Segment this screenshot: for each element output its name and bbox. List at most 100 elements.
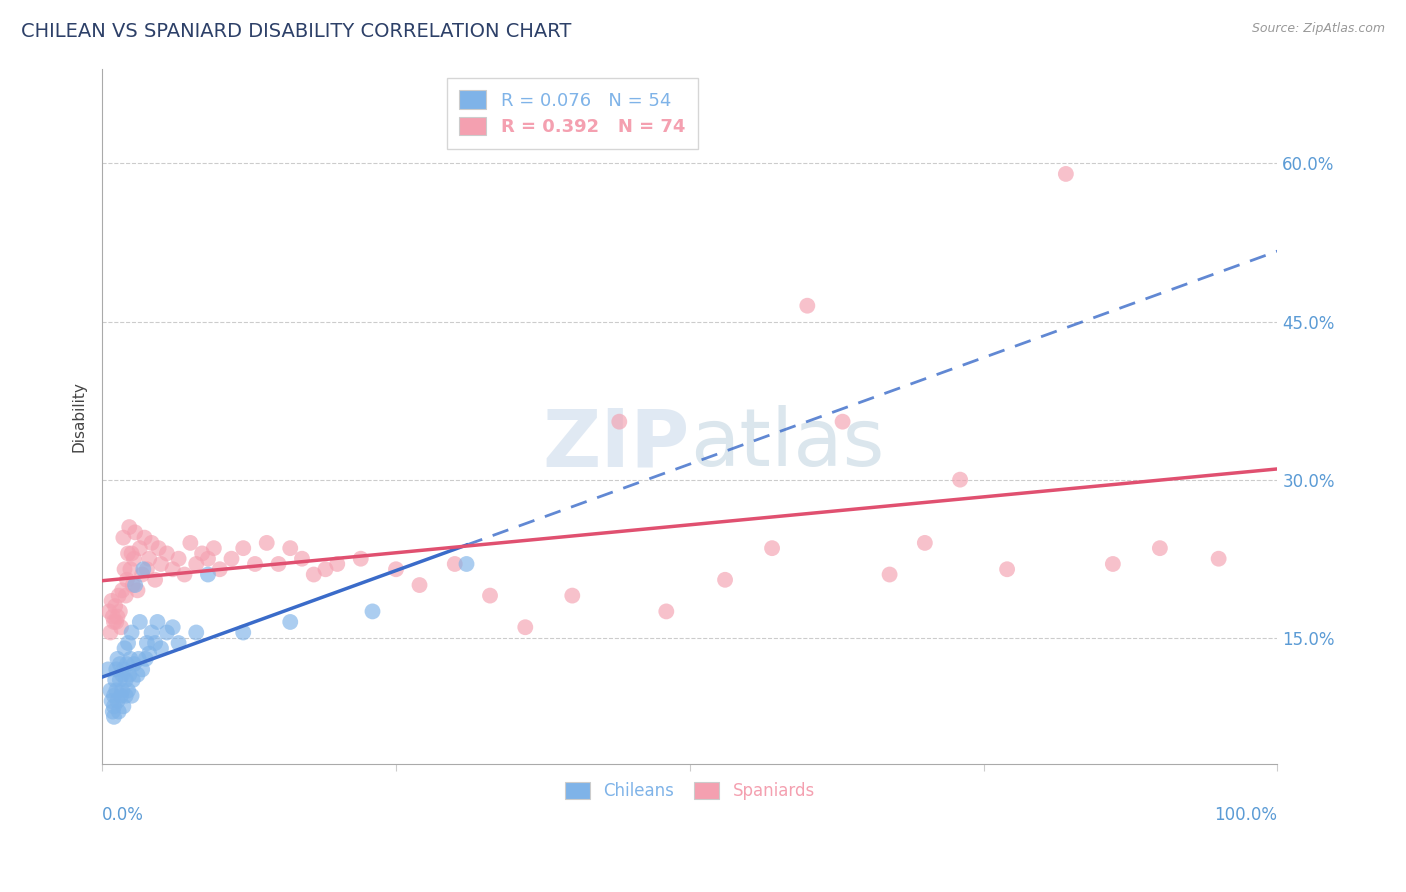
Point [121,578,143,592]
Point [114,562,136,576]
Point [267,557,290,571]
Point [134,531,156,545]
Point [162,620,184,634]
Point [385,562,408,576]
Point [141,625,163,640]
Point [761,541,783,556]
Point [114,589,136,603]
Point [949,473,972,487]
Point [278,541,301,556]
Point [105,615,128,629]
Point [149,557,172,571]
Point [100,594,122,608]
Point [100,625,122,640]
Point [122,657,145,672]
Point [197,551,219,566]
Text: CHILEAN VS SPANIARD DISABILITY CORRELATION CHART: CHILEAN VS SPANIARD DISABILITY CORRELATI… [21,22,571,41]
Point [167,636,190,650]
Point [156,546,179,560]
Point [100,694,122,708]
Point [127,667,149,681]
Point [104,673,127,687]
Point [101,609,124,624]
Point [100,683,122,698]
Point [107,705,129,719]
Point [111,667,134,681]
Point [108,673,131,687]
Point [914,536,936,550]
Point [103,689,125,703]
Point [141,536,163,550]
Point [121,625,143,640]
Point [114,673,136,687]
Point [131,662,153,676]
Point [103,699,125,714]
Legend: Chileans, Spaniards: Chileans, Spaniards [557,773,823,808]
Point [291,551,314,566]
Point [118,667,141,681]
Point [121,689,143,703]
Point [232,541,254,556]
Point [197,567,219,582]
Point [131,567,153,582]
Point [221,551,243,566]
Point [104,599,127,614]
Text: 100.0%: 100.0% [1215,806,1278,824]
Point [111,683,134,698]
Point [350,551,373,566]
Point [120,652,142,666]
Point [107,589,129,603]
Point [143,573,166,587]
Point [135,562,157,576]
Text: atlas: atlas [690,405,884,483]
Point [202,541,225,556]
Point [1208,551,1230,566]
Point [315,562,337,576]
Point [149,641,172,656]
Point [326,557,349,571]
Point [479,589,502,603]
Point [796,299,818,313]
Point [114,689,136,703]
Point [107,609,129,624]
Point [107,652,129,666]
Point [103,615,125,629]
Point [138,647,160,661]
Point [97,662,120,676]
Point [110,689,132,703]
Point [1149,541,1171,556]
Y-axis label: Disability: Disability [72,381,86,452]
Point [173,567,195,582]
Point [361,604,384,618]
Point [232,625,254,640]
Point [714,573,737,587]
Point [107,694,129,708]
Text: Source: ZipAtlas.com: Source: ZipAtlas.com [1251,22,1385,36]
Point [108,604,131,618]
Point [456,557,478,571]
Point [120,562,142,576]
Point [186,557,208,571]
Point [995,562,1018,576]
Point [186,625,208,640]
Point [115,657,138,672]
Point [117,546,139,560]
Point [443,557,465,571]
Text: 0.0%: 0.0% [103,806,143,824]
Point [105,683,128,698]
Point [105,662,128,676]
Point [122,551,145,566]
Point [515,620,537,634]
Point [179,536,201,550]
Point [156,625,179,640]
Point [146,615,169,629]
Point [138,551,160,566]
Point [1054,167,1077,181]
Point [132,562,155,576]
Point [103,710,125,724]
Point [607,415,630,429]
Point [112,531,135,545]
Point [124,525,146,540]
Point [162,562,184,576]
Point [121,673,143,687]
